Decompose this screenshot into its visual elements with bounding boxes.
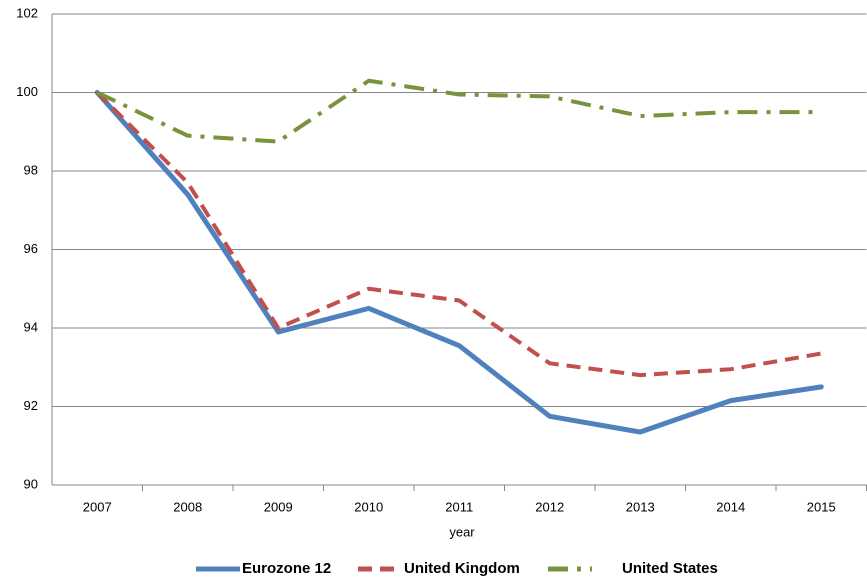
x-tick-label: 2011: [445, 499, 473, 514]
series-line: [94, 90, 824, 435]
x-tick-label: 2008: [173, 499, 202, 514]
x-tick-label: 2010: [354, 499, 383, 514]
y-tick-label: 100: [16, 84, 38, 99]
y-tick-label: 96: [24, 241, 38, 256]
series-line: [96, 78, 822, 144]
legend-label: United Kingdom: [404, 560, 520, 577]
series-line: [95, 91, 822, 378]
y-tick-label: 98: [24, 162, 38, 177]
y-tick-label: 102: [16, 5, 38, 20]
x-tick-label: 2015: [807, 499, 836, 514]
x-tick-label: 2013: [626, 499, 655, 514]
x-axis-label: year: [449, 524, 475, 539]
legend-label: United States: [622, 560, 718, 577]
x-tick-label: 2009: [264, 499, 293, 514]
x-tick-label: 2012: [535, 499, 564, 514]
y-tick-label: 92: [24, 398, 38, 413]
y-tick-label: 94: [24, 319, 38, 334]
y-tick-label: 90: [24, 476, 38, 491]
x-tick-label: 2014: [716, 499, 745, 514]
x-tick-label: 2007: [83, 499, 112, 514]
legend-label: Eurozone 12: [242, 560, 331, 577]
